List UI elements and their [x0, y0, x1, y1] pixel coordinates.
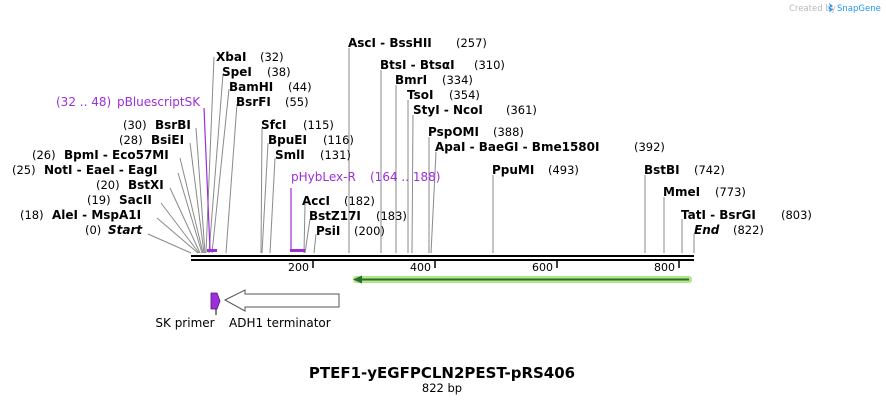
site-name: SfcI — [261, 118, 286, 132]
site-labels: (0) Start (18) AleI - MspA1I (19) SacII … — [12, 36, 812, 238]
site-name: AleI - MspA1I — [52, 208, 141, 222]
site-name: PspOMI — [428, 125, 479, 139]
site-pos: (19) — [87, 193, 111, 207]
site-name: PsiI — [316, 224, 340, 238]
site-name: BpuEI — [268, 133, 307, 147]
site-pos: (18) — [20, 208, 44, 222]
green-feature-arrow — [353, 275, 692, 284]
site-name: ApaI - BaeGI - Bme1580I — [435, 140, 599, 154]
site-pos: (0) — [85, 223, 101, 237]
ruler-label-400: 400 — [410, 261, 431, 274]
site-pos: (803) — [781, 208, 812, 222]
site-pos: (822) — [733, 223, 764, 237]
site-pos: (310) — [474, 58, 505, 72]
site-pos: (131) — [320, 148, 351, 162]
site-pos: (20) — [96, 178, 120, 192]
ruler-label-600: 600 — [532, 261, 553, 274]
primer-range: (164 .. 188) — [370, 170, 440, 184]
site-pos: (30) — [123, 118, 147, 132]
sk-primer-feature — [210, 292, 221, 315]
site-name: BstBI — [644, 163, 680, 177]
site-name: NotI - EaeI - EagI — [44, 163, 157, 177]
primer-leader-lines — [203, 107, 292, 251]
site-name: BstZ17I — [309, 209, 361, 223]
site-name: BpmI - Eco57MI — [64, 148, 169, 162]
left-arrowhead-icon — [353, 275, 362, 284]
site-name: BsiEI — [151, 133, 184, 147]
site-pos: (334) — [442, 73, 473, 87]
ruler-label-800: 800 — [654, 261, 675, 274]
site-pos: (25) — [12, 163, 36, 177]
site-name: BmrI — [395, 73, 427, 87]
site-pos: (28) — [119, 133, 143, 147]
site-pos: (55) — [285, 95, 309, 109]
brand-name: SnapGene — [837, 4, 881, 14]
primer-range: (32 .. 48) — [56, 95, 111, 109]
sequence-length: 822 bp — [422, 381, 462, 395]
ruler-label-200: 200 — [288, 261, 309, 274]
snapgene-logo — [828, 3, 833, 13]
site-pos: (183) — [376, 209, 407, 223]
site-name: SpeI — [222, 65, 252, 79]
site-pos: (257) — [456, 36, 487, 50]
site-pos: (388) — [493, 125, 524, 139]
site-name: AccI — [302, 194, 330, 208]
site-name: End — [694, 223, 720, 237]
sequence-backbone — [191, 255, 694, 261]
site-name: Start — [108, 223, 143, 237]
site-pos: (742) — [694, 163, 725, 177]
site-pos: (38) — [267, 65, 291, 79]
site-name: AscI - BssHII — [348, 36, 432, 50]
primer-mark-phyblex-r — [290, 249, 305, 252]
site-name: XbaI — [216, 50, 246, 64]
primer-name: pHybLex-R — [291, 170, 356, 184]
site-name: BtsI - BtsαI — [380, 58, 455, 72]
primer-mark-pbluescriptsk — [207, 249, 217, 252]
site-pos: (26) — [32, 148, 56, 162]
primer-labels: (32 .. 48) pBluescriptSK pHybLex-R (164 … — [56, 95, 440, 184]
site-name: BsrBI — [155, 118, 191, 132]
primer-name: pBluescriptSK — [117, 95, 201, 109]
site-name: BsrFI — [236, 95, 271, 109]
site-pos: (493) — [548, 163, 579, 177]
map-title: PTEF1-yEGFPCLN2PEST-pRS406 — [309, 364, 575, 382]
sk-primer-label: SK primer — [155, 316, 214, 330]
site-leader-lines — [147, 48, 695, 254]
site-pos: (200) — [354, 224, 385, 238]
site-name: BstXI — [128, 178, 164, 192]
site-pos: (392) — [634, 140, 665, 154]
site-name: SmlI — [275, 148, 305, 162]
credit-text: Created by — [789, 4, 836, 14]
site-name: TatI - BsrGI — [681, 208, 756, 222]
adh1-terminator-label: ADH1 terminator — [229, 316, 331, 330]
site-pos: (354) — [449, 88, 480, 102]
site-name: MmeI — [663, 185, 700, 199]
site-name: BamHI — [229, 80, 273, 94]
site-name: StyI - NcoI — [413, 103, 483, 117]
site-pos: (182) — [344, 194, 375, 208]
snapgene-logo-icon — [828, 3, 833, 13]
site-pos: (32) — [260, 50, 284, 64]
adh1-terminator-feature — [223, 289, 340, 312]
site-pos: (116) — [323, 133, 354, 147]
site-pos: (44) — [288, 80, 312, 94]
ruler: 200 400 600 800 — [288, 261, 680, 274]
site-name: SacII — [119, 193, 152, 207]
site-pos: (361) — [506, 103, 537, 117]
site-name: TsoI — [407, 88, 433, 102]
site-name: PpuMI — [492, 163, 534, 177]
site-pos: (773) — [715, 185, 746, 199]
site-pos: (115) — [303, 118, 334, 132]
